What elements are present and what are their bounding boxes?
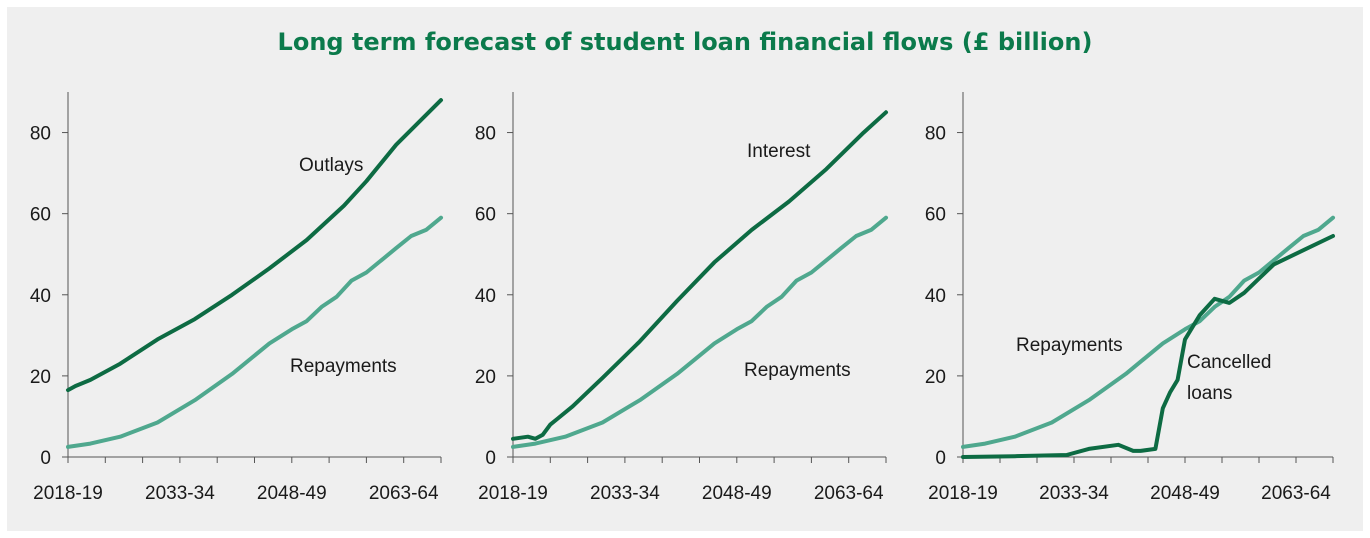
panel-3-annotation: loans [1187, 383, 1232, 404]
panel-2-annotation: Interest [747, 141, 811, 162]
panel-3-x-tick-label: 2018-19 [928, 483, 998, 504]
panel-1-y-tick-label: 20 [30, 367, 51, 388]
panel-2-x-tick-label: 2048-49 [702, 483, 772, 504]
panel-3-annotation: Cancelled [1187, 352, 1272, 373]
panel-3-y-tick-label: 60 [925, 205, 946, 226]
panel-1-series-outlays-line [66, 98, 443, 393]
chart-background [7, 7, 1363, 531]
panel-1-y-tick-label: 80 [30, 124, 51, 145]
panel-2-x-tick-label: 2033-34 [590, 483, 660, 504]
panel-1-y-tick-label: 0 [40, 448, 51, 469]
panel-1-y-tick-label: 60 [30, 205, 51, 226]
panel-1-x-tick-label: 2018-19 [33, 483, 103, 504]
panel-1-x-tick-label: 2063-64 [369, 483, 439, 504]
panel-3-x-tick-label: 2063-64 [1261, 483, 1331, 504]
panel-3-series-cancelled-loans-line [961, 234, 1335, 459]
panel-3-annotation: Repayments [1016, 335, 1123, 356]
panel-3-y-tick-label: 80 [925, 124, 946, 145]
panel-3-series-repayments-line [961, 215, 1335, 449]
panel-2-y-tick-label: 80 [475, 124, 496, 145]
panel-2-x-tick-label: 2018-19 [478, 483, 548, 504]
panel-2-y-tick-label: 60 [475, 205, 496, 226]
panel-2-y-tick-label: 40 [475, 286, 496, 307]
panel-3-y-tick-label: 40 [925, 286, 946, 307]
panel-3-y-tick-label: 20 [925, 367, 946, 388]
panel-2-y-tick-label: 20 [475, 367, 496, 388]
panel-1-series-repayments-line [66, 215, 443, 449]
panel-2-series-repayments-line [511, 215, 888, 449]
panel-1-x-tick-label: 2048-49 [257, 483, 327, 504]
panel-2-annotation: Repayments [744, 360, 851, 381]
panel-2-series-interest-line [511, 110, 888, 441]
panel-1-annotation: Outlays [299, 155, 363, 176]
panel-1-annotation: Repayments [290, 356, 397, 377]
chart-title: Long term forecast of student loan finan… [277, 28, 1093, 56]
panel-2-y-tick-label: 0 [485, 448, 496, 469]
panel-2-x-tick-label: 2063-64 [814, 483, 884, 504]
panel-1-y-tick-label: 40 [30, 286, 51, 307]
panel-3-x-tick-label: 2048-49 [1150, 483, 1220, 504]
panel-1-x-tick-label: 2033-34 [145, 483, 215, 504]
panel-3-y-tick-label: 0 [935, 448, 946, 469]
panel-3-x-tick-label: 2033-34 [1039, 483, 1109, 504]
